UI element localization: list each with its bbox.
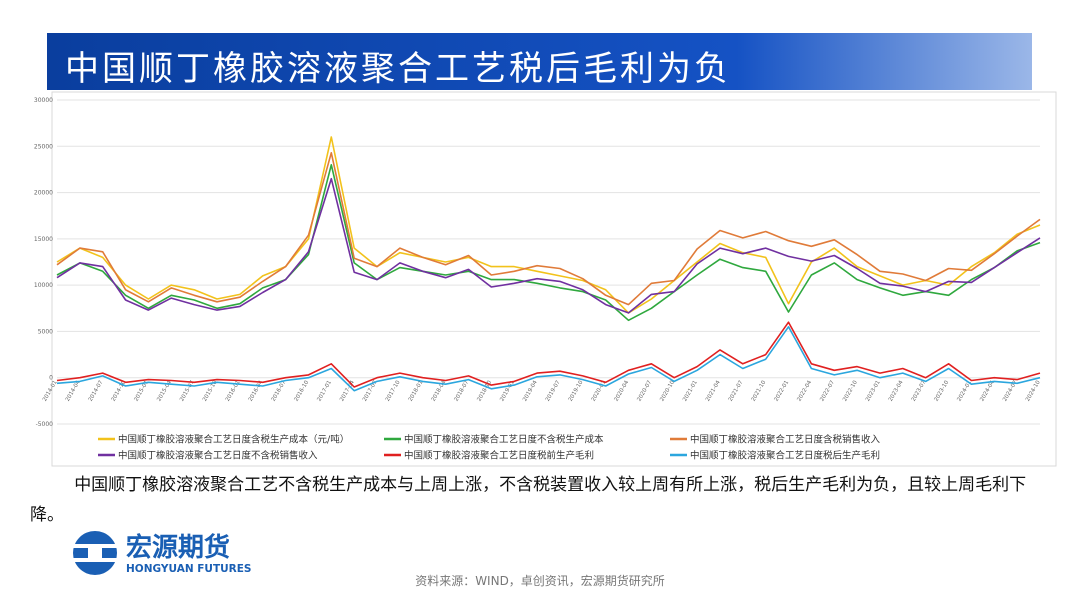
y-tick-label: -5000 xyxy=(36,421,54,428)
legend-label: 中国顺丁橡胶溶液聚合工艺日度含税生产成本（元/吨） xyxy=(118,434,349,446)
legend-label: 中国顺丁橡胶溶液聚合工艺日度税后生产毛利 xyxy=(690,450,880,462)
legend-label: 中国顺丁橡胶溶液聚合工艺日度不含税生产成本 xyxy=(404,434,604,446)
legend-label: 中国顺丁橡胶溶液聚合工艺日度不含税销售收入 xyxy=(118,450,318,462)
chart: -50000500010000150002000025000300002014-… xyxy=(34,91,1057,467)
legend-label: 中国顺丁橡胶溶液聚合工艺日度税前生产毛利 xyxy=(404,450,594,462)
series-line xyxy=(56,321,1041,388)
series-line xyxy=(56,177,1041,314)
y-tick-label: 30000 xyxy=(34,97,53,104)
y-tick-label: 10000 xyxy=(34,282,53,289)
logo-name: 宏源期货 xyxy=(126,532,230,563)
y-tick-label: 15000 xyxy=(34,236,53,243)
legend-label: 中国顺丁橡胶溶液聚合工艺日度含税销售收入 xyxy=(690,434,881,446)
paragraph: 中国顺丁橡胶溶液聚合工艺不含税生产成本与上周上涨，不含税装置收入较上周有所上涨，… xyxy=(30,475,1027,525)
series-line xyxy=(56,164,1041,322)
series-line xyxy=(56,326,1041,392)
y-tick-label: 5000 xyxy=(38,328,53,335)
series-line xyxy=(56,152,1041,306)
y-tick-label: 20000 xyxy=(34,190,53,197)
logo-square xyxy=(88,546,102,560)
y-tick-label: 0 xyxy=(49,375,53,382)
chart-frame xyxy=(51,91,1057,467)
title-bar: 中国顺丁橡胶溶液聚合工艺税后毛利为负 xyxy=(47,33,1032,90)
series-line xyxy=(56,136,1041,314)
source-note: 资料来源：WIND，卓创资讯，宏源期货研究所 xyxy=(415,574,665,588)
logo-english: HONGYUAN FUTURES xyxy=(126,563,251,575)
y-tick-label: 25000 xyxy=(34,143,53,150)
logo: 宏源期货 HONGYUAN FUTURES xyxy=(70,531,251,575)
slide-title: 中国顺丁橡胶溶液聚合工艺税后毛利为负 xyxy=(65,49,731,89)
